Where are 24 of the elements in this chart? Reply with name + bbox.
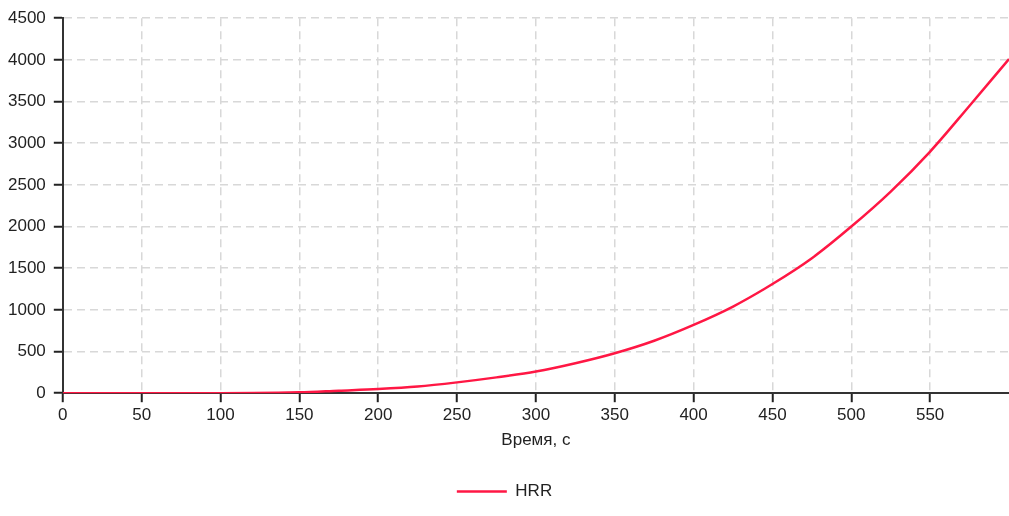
x-tick-label: 550: [915, 405, 945, 425]
y-tick-label: 4000: [7, 49, 46, 69]
y-tick-label: 1000: [7, 299, 46, 319]
x-tick-label: 150: [285, 405, 314, 425]
x-tick-label: 100: [206, 405, 235, 425]
x-tick-label: 450: [758, 405, 787, 425]
x-tick-label: 500: [837, 405, 866, 425]
x-tick-label: 200: [364, 405, 393, 425]
y-tick-label: 2000: [7, 216, 46, 236]
x-axis-title: Время, с: [501, 430, 571, 450]
y-tick-label: 3500: [7, 91, 46, 111]
y-tick-label: 2500: [7, 174, 46, 194]
x-tick-label: 50: [132, 405, 152, 425]
y-tick-label: 3000: [7, 132, 46, 152]
x-tick-label: 350: [600, 405, 629, 425]
y-tick-label: 0: [36, 382, 46, 402]
y-tick-label: 4500: [7, 7, 46, 27]
x-tick-label: 250: [442, 405, 472, 425]
y-tick-label: 1500: [7, 257, 46, 277]
y-tick-label: 500: [17, 341, 46, 361]
x-tick-label: 0: [58, 405, 68, 425]
legend-label: HRR: [515, 481, 553, 501]
x-tick-label: 300: [521, 405, 551, 425]
x-tick-label: 400: [679, 405, 708, 425]
